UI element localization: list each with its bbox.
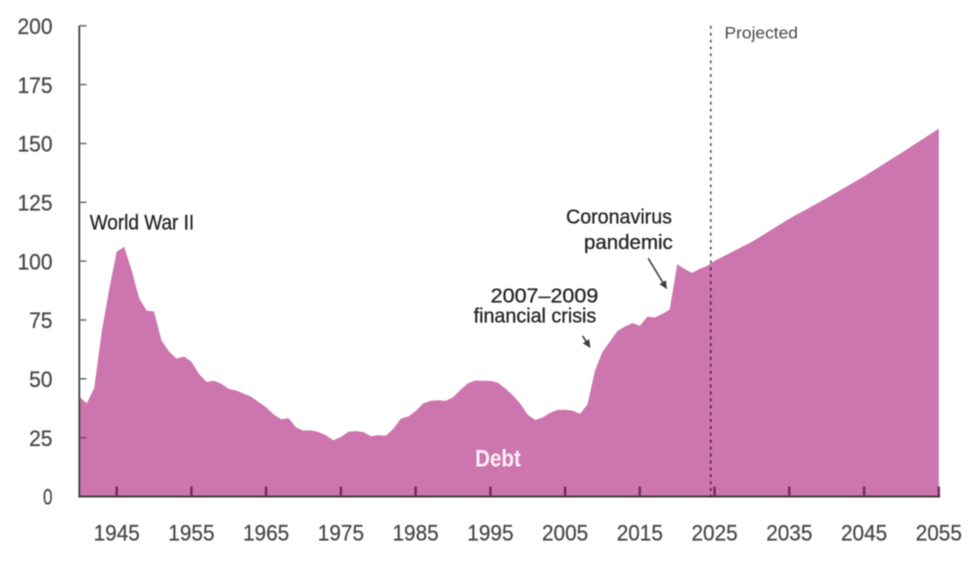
svg-text:pandemic: pandemic [584,232,673,254]
svg-text:2025: 2025 [692,521,738,546]
svg-text:125: 125 [18,191,53,216]
svg-text:1985: 1985 [393,521,439,546]
svg-text:75: 75 [29,308,52,333]
svg-text:World War II: World War II [90,212,195,235]
svg-text:2007–2009: 2007–2009 [491,286,599,308]
svg-text:financial crisis: financial crisis [474,306,597,328]
svg-text:0: 0 [43,485,53,510]
svg-text:1975: 1975 [318,521,364,546]
svg-text:Debt: Debt [475,446,521,473]
svg-text:50: 50 [29,367,52,392]
svg-text:100: 100 [18,249,53,274]
svg-text:Coronavirus: Coronavirus [566,206,672,228]
svg-text:2055: 2055 [916,521,962,546]
svg-text:1995: 1995 [467,521,513,546]
svg-text:2015: 2015 [617,521,663,546]
svg-text:2005: 2005 [542,521,588,546]
svg-text:2045: 2045 [841,521,887,546]
svg-text:150: 150 [18,132,53,157]
svg-text:1965: 1965 [243,521,289,546]
svg-text:1955: 1955 [168,521,214,546]
svg-text:200: 200 [18,14,53,39]
svg-text:25: 25 [29,426,52,451]
svg-text:175: 175 [18,73,53,98]
svg-text:1945: 1945 [94,521,140,546]
svg-text:Projected: Projected [725,25,799,43]
svg-text:2035: 2035 [766,521,812,546]
